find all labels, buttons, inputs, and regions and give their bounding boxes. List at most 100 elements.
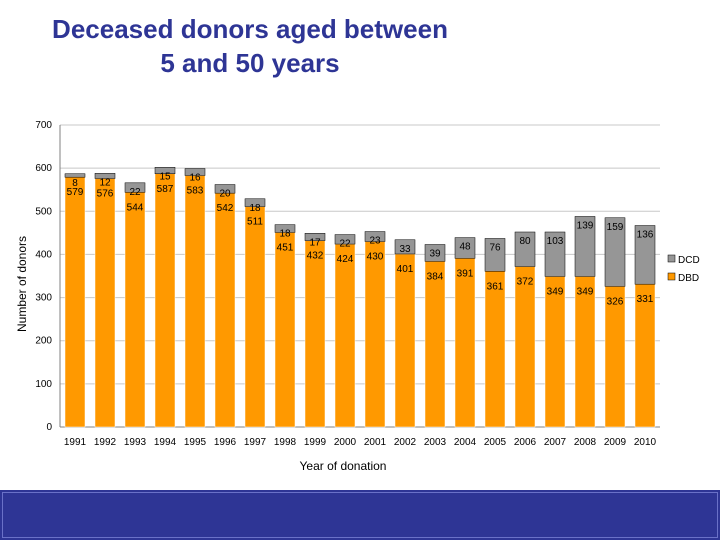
data-label-dcd: 80 (519, 236, 531, 247)
x-tick-label: 1998 (274, 437, 297, 448)
slide-title: Deceased donors aged between 5 and 50 ye… (0, 12, 500, 80)
data-label-dbd: 361 (487, 281, 504, 292)
data-label-dbd: 424 (337, 254, 354, 265)
bar-dbd (244, 206, 266, 428)
bar-dcd (364, 231, 386, 242)
bar-dbd (454, 258, 476, 428)
x-tick-label: 1993 (124, 437, 147, 448)
data-label-dcd: 22 (339, 239, 351, 250)
bar-dbd (274, 232, 296, 428)
x-tick-label: 1997 (244, 437, 267, 448)
y-tick-label: 300 (35, 293, 52, 304)
data-label-dbd: 587 (157, 184, 174, 195)
bar-dbd (424, 261, 446, 428)
bar-dcd (124, 182, 146, 193)
bar-dcd (574, 216, 596, 277)
bar-dbd (394, 253, 416, 428)
bar-dcd (154, 167, 176, 175)
x-axis-label: Year of donation (300, 459, 387, 473)
bar-dcd (94, 173, 116, 179)
data-label-dbd: 542 (217, 203, 234, 214)
data-label-dcd: 16 (189, 173, 201, 184)
x-tick-label: 2005 (484, 437, 507, 448)
bar-dbd (514, 266, 536, 428)
x-tick-label: 2007 (544, 437, 567, 448)
y-axis-label: Number of donors (15, 236, 29, 332)
legend-swatch-dcd (667, 254, 676, 263)
bar-dcd (544, 231, 566, 277)
bar-dcd (214, 184, 236, 194)
bar-dbd (64, 176, 86, 428)
bar-dbd (364, 241, 386, 428)
data-label-dcd: 159 (607, 222, 624, 233)
data-label-dcd: 139 (577, 220, 594, 231)
y-tick-label: 200 (35, 336, 52, 347)
legend-swatch-dbd (667, 272, 676, 281)
bar-dcd (484, 238, 506, 272)
legend-label-dcd: DCD (678, 255, 700, 266)
data-label-dcd: 23 (369, 236, 381, 247)
data-label-dbd: 579 (67, 187, 84, 198)
footer-bar (0, 490, 720, 540)
bar-dbd (304, 240, 326, 428)
data-label-dbd: 511 (247, 217, 263, 228)
bar-dbd (604, 286, 626, 428)
data-label-dcd: 18 (249, 203, 261, 214)
x-tick-label: 2004 (454, 437, 477, 448)
data-label-dcd: 76 (489, 242, 501, 253)
data-label-dcd: 103 (547, 236, 564, 247)
x-tick-label: 2008 (574, 437, 597, 448)
legend-label-dbd: DBD (678, 273, 699, 284)
bar-dbd (94, 178, 116, 428)
data-label-dcd: 39 (429, 249, 441, 260)
bar-dbd (124, 192, 146, 428)
data-label-dbd: 583 (187, 185, 204, 196)
bar-dbd (574, 276, 596, 428)
bar-dcd (304, 233, 326, 241)
x-tick-label: 1991 (64, 437, 87, 448)
x-tick-label: 1996 (214, 437, 237, 448)
data-label-dbd: 326 (607, 296, 624, 307)
bar-dcd (514, 231, 536, 267)
y-tick-label: 400 (35, 249, 52, 260)
data-label-dcd: 48 (459, 242, 471, 253)
data-label-dcd: 136 (637, 230, 654, 241)
x-tick-label: 2003 (424, 437, 447, 448)
data-label-dcd: 18 (279, 229, 291, 240)
data-label-dcd: 15 (159, 171, 171, 182)
bar-dcd (634, 225, 656, 285)
bar-dcd (334, 234, 356, 245)
data-label-dbd: 544 (127, 202, 144, 213)
bar-dbd (484, 271, 506, 428)
bar-dbd (214, 192, 236, 428)
x-tick-label: 1994 (154, 437, 177, 448)
bar-dbd (334, 243, 356, 428)
data-label-dbd: 331 (637, 294, 654, 305)
bar-dcd (604, 217, 626, 287)
x-tick-label: 2006 (514, 437, 537, 448)
bar-dbd (184, 175, 206, 428)
x-tick-label: 1995 (184, 437, 207, 448)
data-label-dbd: 384 (427, 271, 444, 282)
title-line-2: 5 and 50 years (160, 48, 340, 78)
y-tick-label: 0 (46, 422, 52, 433)
x-tick-label: 2000 (334, 437, 357, 448)
data-label-dcd: 17 (309, 237, 321, 248)
x-tick-label: 2010 (634, 437, 657, 448)
stacked-bar-chart: 0 100 200 300 400 500 600 700 Number of donors Ye… (15, 120, 700, 473)
bar-dcd (274, 224, 296, 233)
data-label-dcd: 12 (99, 177, 111, 188)
data-label-dbd: 576 (97, 188, 114, 199)
y-tick-label: 700 (35, 120, 52, 131)
data-label-dbd: 451 (277, 242, 294, 253)
bar-dcd (454, 237, 476, 259)
footer-border (2, 492, 718, 538)
x-tick-label: 1992 (94, 437, 117, 448)
data-label-dbd: 372 (517, 277, 534, 288)
data-label-dbd: 401 (397, 264, 414, 275)
bar-dcd (184, 168, 206, 176)
data-label-dbd: 349 (577, 286, 594, 297)
y-tick-label: 500 (35, 206, 52, 217)
data-label-dbd: 432 (307, 251, 324, 262)
data-label-dcd: 33 (399, 244, 411, 255)
